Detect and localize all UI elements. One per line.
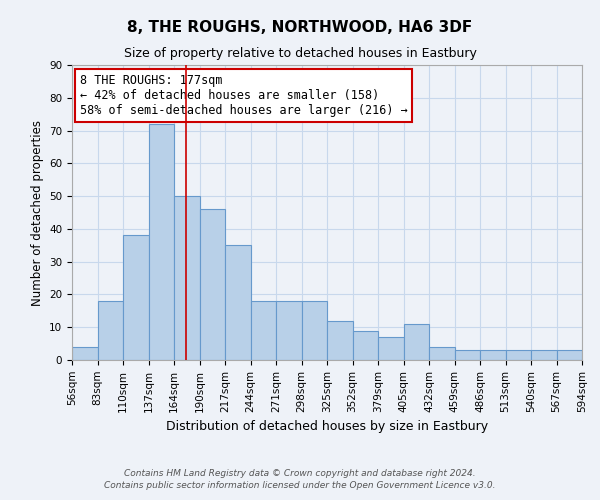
Bar bbox=[353, 330, 378, 360]
Bar bbox=[251, 301, 276, 360]
Bar bbox=[123, 236, 149, 360]
Bar bbox=[276, 301, 302, 360]
Text: 8, THE ROUGHS, NORTHWOOD, HA6 3DF: 8, THE ROUGHS, NORTHWOOD, HA6 3DF bbox=[127, 20, 473, 35]
Bar bbox=[429, 347, 455, 360]
Bar bbox=[72, 347, 97, 360]
Bar bbox=[378, 337, 404, 360]
Bar bbox=[480, 350, 505, 360]
Bar bbox=[149, 124, 174, 360]
Bar bbox=[531, 350, 557, 360]
Bar bbox=[302, 301, 327, 360]
Bar bbox=[455, 350, 480, 360]
Text: Size of property relative to detached houses in Eastbury: Size of property relative to detached ho… bbox=[124, 48, 476, 60]
Bar bbox=[174, 196, 200, 360]
Bar bbox=[225, 246, 251, 360]
Text: Contains HM Land Registry data © Crown copyright and database right 2024.
Contai: Contains HM Land Registry data © Crown c… bbox=[104, 468, 496, 490]
Y-axis label: Number of detached properties: Number of detached properties bbox=[31, 120, 44, 306]
X-axis label: Distribution of detached houses by size in Eastbury: Distribution of detached houses by size … bbox=[166, 420, 488, 433]
Bar bbox=[200, 209, 225, 360]
Bar bbox=[97, 301, 123, 360]
Bar bbox=[327, 320, 353, 360]
Text: 8 THE ROUGHS: 177sqm
← 42% of detached houses are smaller (158)
58% of semi-deta: 8 THE ROUGHS: 177sqm ← 42% of detached h… bbox=[80, 74, 407, 117]
Bar bbox=[404, 324, 429, 360]
Bar bbox=[505, 350, 531, 360]
Bar bbox=[557, 350, 582, 360]
